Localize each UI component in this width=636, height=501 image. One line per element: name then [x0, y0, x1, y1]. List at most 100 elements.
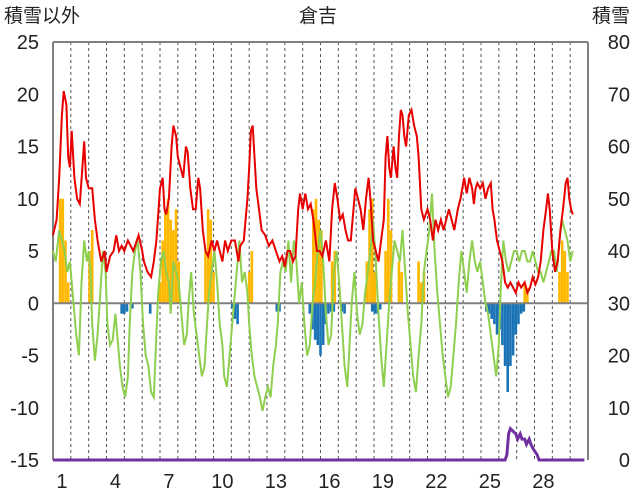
left-tick-label: 15	[17, 137, 39, 159]
x-tick-label: 4	[110, 471, 121, 493]
sunshine-bar-22	[317, 219, 321, 304]
precip-bar-8	[275, 303, 279, 312]
precip-bar-33	[503, 303, 507, 366]
chart-title: 倉吉	[299, 5, 337, 27]
sunshine-bar-7	[161, 240, 164, 304]
precip-bar-37	[514, 303, 518, 335]
sunshine-bar-3	[66, 282, 70, 304]
sunshine-bar-25	[333, 251, 337, 304]
right-tick-label: 60	[608, 137, 630, 159]
precip-bar-39	[519, 303, 523, 314]
right-axis-ticks: 80 70 60 50 40 30 20 10 0	[608, 32, 630, 472]
left-tick-label: 20	[17, 84, 39, 106]
precip-bar-5	[230, 303, 234, 309]
sunshine-bar-20	[312, 209, 315, 304]
x-tick-label: 7	[163, 471, 174, 493]
precip-bar-17	[327, 303, 330, 314]
x-tick-label: 19	[372, 471, 394, 493]
precip-bar-30	[495, 303, 499, 335]
x-tick-label: 25	[479, 471, 501, 493]
sunshine-bar-19	[250, 251, 254, 304]
sunshine-bar-42	[563, 251, 567, 304]
sunshine-bar-36	[419, 282, 423, 304]
x-tick-label: 1	[56, 471, 67, 493]
sunshine-bar-0	[58, 198, 62, 304]
precip-bar-35	[509, 303, 512, 366]
sunshine-bar-35	[417, 261, 420, 304]
precip-bar-18	[329, 303, 333, 312]
left-tick-label: -5	[21, 346, 39, 368]
sunshine-bar-38	[523, 282, 526, 304]
precip-bar-10	[308, 303, 312, 314]
precip-bar-0	[120, 303, 123, 314]
precip-bar-20	[340, 303, 344, 312]
precip-bar-12	[313, 303, 317, 340]
left-axis-ticks: 25 20 15 10 5 0 -5 -10 -15	[10, 32, 39, 472]
sunshine-bar-30	[384, 251, 387, 304]
sunshine-bar-12	[174, 209, 178, 304]
sunshine-bar-4	[88, 251, 91, 304]
sunshine-bar-43	[566, 271, 569, 304]
precip-bar-25	[378, 303, 382, 310]
precip-bar-36	[511, 303, 515, 356]
x-axis-ticks: 1 4 7 10 13 16 19 22 25 28	[56, 471, 554, 493]
precip-bar-3	[131, 303, 134, 309]
precip-bar-40	[522, 303, 526, 312]
precip-bar-1	[123, 303, 126, 314]
precip-bar-22	[370, 303, 374, 312]
precip-bar-19	[332, 303, 336, 312]
x-tick-label: 28	[532, 471, 554, 493]
right-tick-label: 20	[608, 346, 630, 368]
sunshine-bar-5	[90, 230, 94, 304]
right-tick-label: 70	[608, 84, 630, 106]
precip-bar-21	[343, 303, 346, 314]
x-tick-label: 22	[425, 471, 447, 493]
sunshine-bar-40	[558, 271, 561, 304]
x-tick-label: 16	[318, 471, 340, 493]
vertical-gridlines	[70, 42, 571, 460]
sunshine-bar-8	[164, 209, 167, 304]
sunshine-bar-33	[397, 261, 401, 304]
sunshine-bar-31	[386, 198, 390, 304]
sunshine-bar-10	[169, 219, 172, 304]
precip-bar-2	[125, 303, 129, 312]
right-tick-label: 30	[608, 293, 630, 315]
precip-bar-28	[490, 303, 493, 319]
sunshine-bar-18	[247, 271, 251, 304]
sunshine-bar-14	[204, 251, 207, 304]
left-tick-label: -15	[10, 450, 39, 472]
precip-bar-14	[319, 303, 322, 356]
right-tick-label: 40	[608, 241, 630, 263]
min-temp-line	[52, 193, 574, 412]
left-axis-label: 積雪以外	[4, 5, 80, 27]
precip-bar-29	[493, 303, 496, 325]
precip-bar-38	[517, 303, 520, 325]
sunshine-bar-29	[373, 271, 377, 304]
left-tick-label: 10	[17, 189, 39, 211]
precip-bar-32	[501, 303, 504, 346]
sunshine-bar-41	[560, 240, 564, 304]
precip-bar-4	[148, 303, 152, 314]
precip-bar-27	[487, 303, 491, 314]
sunshine-bar-32	[389, 230, 393, 304]
sunshine-bar-6	[158, 282, 162, 304]
left-tick-label: 0	[28, 293, 39, 315]
sunshine-bar-2	[64, 240, 67, 304]
sunshine-bar-23	[320, 230, 323, 304]
sunshine-bar-16	[209, 219, 213, 304]
right-tick-label: 80	[608, 32, 630, 54]
left-tick-label: -10	[10, 398, 39, 420]
sunshine-bar-24	[330, 261, 334, 304]
sunshine-bar-34	[400, 271, 403, 304]
right-tick-label: 50	[608, 189, 630, 211]
right-axis-label: 積雪	[592, 5, 630, 27]
snow-depth-line	[53, 425, 585, 462]
right-tick-label: 0	[619, 450, 630, 472]
x-tick-label: 10	[211, 471, 233, 493]
precip-bar-13	[316, 303, 320, 346]
max-temp-line	[52, 90, 574, 296]
precip-bar-7	[236, 303, 239, 325]
precip-bar-6	[233, 303, 237, 319]
left-tick-label: 5	[28, 241, 39, 263]
